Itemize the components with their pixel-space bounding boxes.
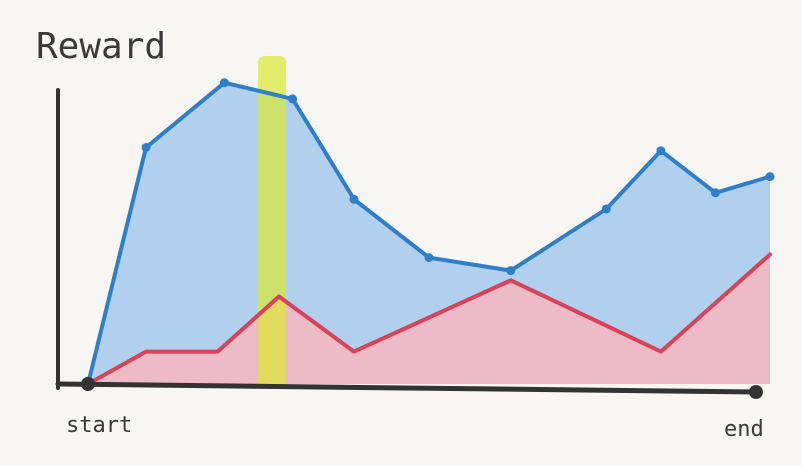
series-0-point <box>424 253 434 263</box>
series-lines <box>86 78 775 386</box>
highlight-layer <box>258 56 287 388</box>
x-tick-label-end: end <box>724 417 764 442</box>
series-0-point <box>349 194 359 204</box>
series-0-point <box>288 94 298 104</box>
series-0-point <box>765 172 775 182</box>
series-0-point <box>219 78 229 88</box>
series-0-point <box>710 188 720 198</box>
highlight-band <box>258 56 287 388</box>
series-0-point <box>506 266 516 276</box>
series-1-line <box>86 252 772 386</box>
series-0-point <box>601 204 611 214</box>
series-0-point <box>141 143 151 152</box>
x-axis-end-dot <box>749 385 763 399</box>
x-tick-label-start: start <box>66 413 132 438</box>
x-axis <box>55 381 761 395</box>
series-0-point <box>656 146 666 156</box>
y-axis-label: Reward <box>36 26 166 67</box>
x-axis-start-dot <box>81 377 95 391</box>
axes <box>55 88 763 399</box>
